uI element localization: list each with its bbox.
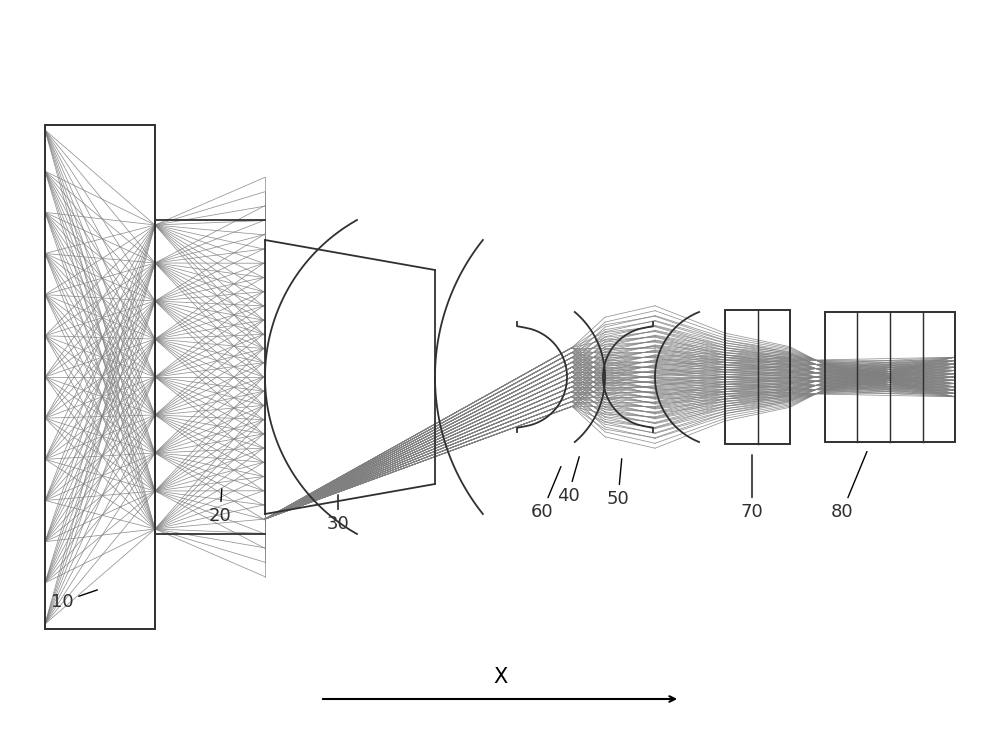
- Text: X: X: [493, 667, 507, 687]
- Text: 80: 80: [831, 452, 867, 521]
- Text: 50: 50: [607, 458, 629, 508]
- Text: 10: 10: [51, 590, 97, 611]
- Text: 40: 40: [557, 457, 579, 505]
- Text: 30: 30: [327, 495, 349, 533]
- Text: 70: 70: [741, 455, 763, 521]
- Text: 20: 20: [209, 489, 231, 525]
- Text: 60: 60: [531, 467, 561, 521]
